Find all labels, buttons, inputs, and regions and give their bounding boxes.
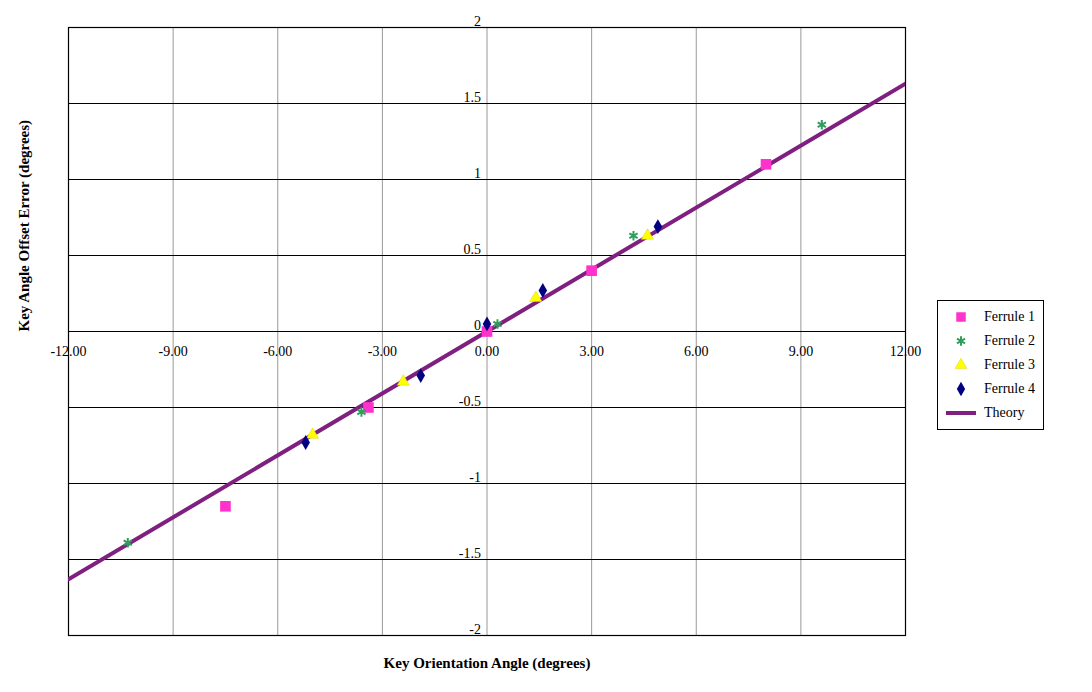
html-text:Ferrule 1: Ferrule 1 bbox=[984, 309, 1035, 324]
svg-text:-2: -2 bbox=[469, 622, 481, 637]
html-text:Ferrule 2: Ferrule 2 bbox=[984, 333, 1035, 348]
svg-text:-1: -1 bbox=[469, 470, 481, 485]
svg-text:9.00: 9.00 bbox=[789, 344, 814, 359]
svg-text:Key Angle Offset Error (degree: Key Angle Offset Error (degrees) bbox=[16, 120, 33, 332]
svg-text:-1.5: -1.5 bbox=[459, 546, 481, 561]
svg-text:-12.00: -12.00 bbox=[50, 344, 86, 359]
svg-text:3.00: 3.00 bbox=[579, 344, 604, 359]
svg-text:-3.00: -3.00 bbox=[368, 344, 397, 359]
svg-text:6.00: 6.00 bbox=[684, 344, 709, 359]
svg-text:2: 2 bbox=[474, 14, 481, 29]
svg-text:0: 0 bbox=[474, 318, 481, 333]
svg-text:0.00: 0.00 bbox=[475, 344, 500, 359]
html-text:Ferrule 3: Ferrule 3 bbox=[984, 357, 1035, 372]
svg-text:12.00: 12.00 bbox=[890, 344, 922, 359]
svg-text:0.5: 0.5 bbox=[464, 242, 482, 257]
svg-text:1.5: 1.5 bbox=[464, 90, 482, 105]
html-text:Theory: Theory bbox=[984, 405, 1025, 420]
svg-text:1: 1 bbox=[474, 166, 481, 181]
svg-text:-0.5: -0.5 bbox=[459, 394, 481, 409]
svg-text:-9.00: -9.00 bbox=[159, 344, 188, 359]
svg-text:-6.00: -6.00 bbox=[263, 344, 292, 359]
html-text:Ferrule 4: Ferrule 4 bbox=[984, 381, 1035, 396]
svg-text:Key Orientation Angle (degrees: Key Orientation Angle (degrees) bbox=[384, 655, 591, 672]
